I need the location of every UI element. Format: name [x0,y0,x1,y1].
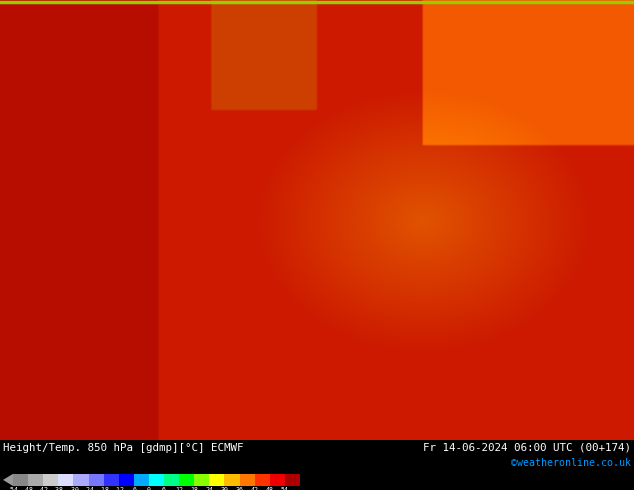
Bar [149,474,164,486]
Text: Height/Temp. 850 hPa [gdmp][°C] ECMWF: Height/Temp. 850 hPa [gdmp][°C] ECMWF [3,442,243,453]
Bar [194,474,209,486]
Text: 0: 0 [147,487,151,490]
Bar [285,474,300,486]
Bar [103,474,119,486]
Text: -18: -18 [98,487,110,490]
Bar [13,474,28,486]
Text: 24: 24 [205,487,214,490]
Text: 36: 36 [236,487,243,490]
Text: 48: 48 [266,487,274,490]
Text: -30: -30 [67,487,79,490]
Bar [179,474,194,486]
Bar [119,474,134,486]
Text: 18: 18 [190,487,198,490]
Text: 6: 6 [162,487,166,490]
Text: ©weatheronline.co.uk: ©weatheronline.co.uk [511,458,631,467]
Text: -6: -6 [130,487,138,490]
Text: 42: 42 [250,487,259,490]
Bar [89,474,103,486]
Text: -48: -48 [22,487,34,490]
Text: -42: -42 [37,487,49,490]
Bar [43,474,58,486]
Bar [255,474,270,486]
Bar [270,474,285,486]
Text: Fr 14-06-2024 06:00 UTC (00+174): Fr 14-06-2024 06:00 UTC (00+174) [423,442,631,453]
Text: -38: -38 [53,487,64,490]
Bar [134,474,149,486]
Bar [28,474,43,486]
Polygon shape [3,474,13,486]
Text: -12: -12 [113,487,125,490]
Text: -54: -54 [7,487,19,490]
Bar [164,474,179,486]
Bar [240,474,255,486]
Text: 54: 54 [281,487,289,490]
Bar [209,474,224,486]
Bar [58,474,74,486]
Text: -24: -24 [82,487,94,490]
Bar [74,474,89,486]
Bar [224,474,240,486]
Text: 12: 12 [175,487,183,490]
Text: 30: 30 [221,487,228,490]
